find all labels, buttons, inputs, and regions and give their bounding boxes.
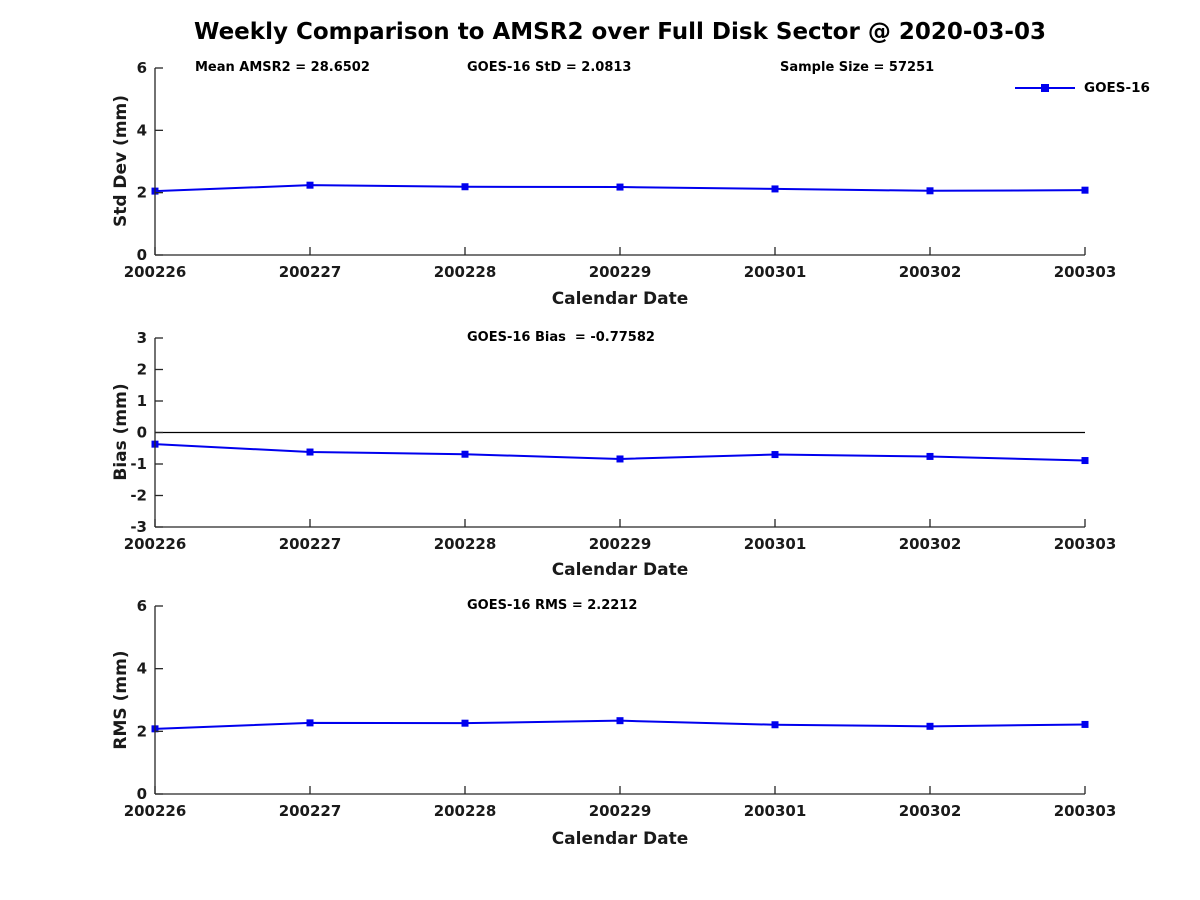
y-tick-label: 0	[137, 424, 147, 442]
x-tick-label: 200229	[589, 535, 652, 553]
legend: GOES-16	[1014, 80, 1150, 96]
data-point-marker	[771, 185, 779, 193]
y-tick-label: 6	[137, 59, 147, 77]
x-tick-label: 200228	[434, 263, 497, 281]
data-point-marker	[1081, 186, 1089, 194]
data-point-marker	[461, 183, 469, 191]
x-tick-label: 200227	[279, 263, 342, 281]
y-tick-label: 3	[137, 329, 147, 347]
y-tick-label: 1	[137, 392, 147, 410]
data-point-marker	[1081, 720, 1089, 728]
subplot-std-dev: 0 2 4 6 200226 200227 200228 200229 200301 200302…	[124, 59, 1117, 281]
y-tick-label: -3	[130, 518, 147, 536]
y-tick-label: -1	[130, 455, 147, 473]
stat-sample-size: Sample Size = 57251	[780, 60, 935, 75]
x-tick-label: 200229	[589, 802, 652, 820]
data-point-marker	[461, 719, 469, 727]
xlabel-calendar-date-1: Calendar Date	[551, 289, 689, 309]
x-tick-label: 200302	[899, 535, 962, 553]
data-point-marker	[306, 181, 314, 189]
x-tick-label: 200302	[899, 263, 962, 281]
data-point-marker	[616, 455, 624, 463]
y-tick-label: 6	[137, 597, 147, 615]
x-tick-label: 200302	[899, 802, 962, 820]
y-tick-label: 2	[137, 361, 147, 379]
data-point-marker	[1081, 457, 1089, 465]
x-tick-label: 200303	[1054, 263, 1117, 281]
data-point-marker	[771, 451, 779, 459]
data-point-marker	[926, 187, 934, 195]
legend-line-marker-icon	[1015, 84, 1075, 92]
stat-goes16-bias: GOES-16 Bias = -0.77582	[467, 330, 655, 345]
x-tick-label: 200226	[124, 535, 187, 553]
x-tick-label: 200226	[124, 263, 187, 281]
x-tick-label: 200301	[744, 535, 807, 553]
data-point-marker	[616, 183, 624, 191]
x-tick-label: 200227	[279, 802, 342, 820]
y-tick-label: 0	[137, 785, 147, 803]
data-point-marker	[461, 450, 469, 458]
legend-series-label: GOES-16	[1084, 80, 1150, 96]
x-tick-label: 200229	[589, 263, 652, 281]
y-tick-label: 0	[137, 246, 147, 264]
y-tick-label: 4	[137, 660, 147, 678]
xlabel-calendar-date-2: Calendar Date	[551, 560, 689, 580]
xlabel-calendar-date-3: Calendar Date	[551, 829, 689, 849]
stat-mean-amsr2: Mean AMSR2 = 28.6502	[195, 60, 370, 75]
data-point-marker	[306, 448, 314, 456]
figure-title: Weekly Comparison to AMSR2 over Full Dis…	[194, 19, 1046, 45]
data-point-marker	[771, 721, 779, 729]
x-tick-label: 200227	[279, 535, 342, 553]
x-tick-label: 200228	[434, 535, 497, 553]
y-tick-label: 2	[137, 722, 147, 740]
x-tick-label: 200303	[1054, 802, 1117, 820]
subplot-bias: -3 -2 -1 0 1 2 3 200226 200227 200228 200229 200301…	[124, 329, 1117, 553]
x-tick-label: 200301	[744, 802, 807, 820]
data-point-marker	[616, 717, 624, 725]
data-point-marker	[926, 452, 934, 460]
x-tick-label: 200228	[434, 802, 497, 820]
stat-goes16-std: GOES-16 StD = 2.0813	[467, 60, 632, 75]
x-tick-label: 200303	[1054, 535, 1117, 553]
data-point-marker	[926, 722, 934, 730]
x-tick-label: 200301	[744, 263, 807, 281]
y-tick-label: 4	[137, 121, 147, 139]
y-tick-label: 2	[137, 184, 147, 202]
subplot-rms: 0 2 4 6 200226 200227 200228 200229 200301 200302…	[124, 597, 1117, 820]
stat-goes16-rms: GOES-16 RMS = 2.2212	[467, 598, 638, 613]
x-tick-label: 200226	[124, 802, 187, 820]
data-point-marker	[306, 719, 314, 727]
y-tick-label: -2	[130, 487, 147, 505]
